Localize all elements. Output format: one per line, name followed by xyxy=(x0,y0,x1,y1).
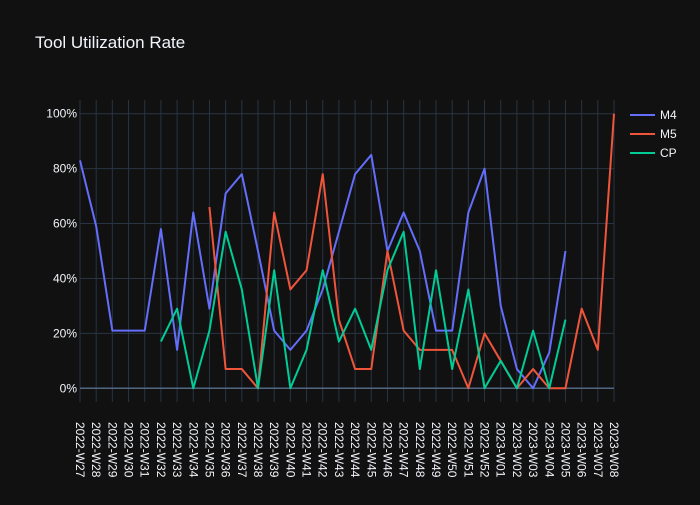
legend[interactable]: M4 M5 CP xyxy=(630,108,677,160)
chart-title: Tool Utilization Rate xyxy=(35,33,186,52)
x-tick-label: 2023-W08 xyxy=(607,422,621,478)
x-tick-label: 2022-W33 xyxy=(170,422,184,478)
x-tick-label: 2022-W38 xyxy=(251,422,265,478)
x-tick-label: 2022-W47 xyxy=(397,422,411,478)
x-tick-label: 2022-W45 xyxy=(364,422,378,478)
legend-label: M4 xyxy=(660,108,677,122)
legend-item-m5[interactable]: M5 xyxy=(630,127,677,141)
series-line-m5[interactable] xyxy=(208,113,615,390)
legend-label: CP xyxy=(660,146,677,160)
x-tick-label: 2022-W31 xyxy=(138,422,152,478)
x-tick-label: 2022-W49 xyxy=(429,422,443,478)
x-tick-label: 2023-W03 xyxy=(526,422,540,478)
x-tick-label: 2022-W27 xyxy=(73,422,87,478)
x-axis: 2022-W27 2022-W28 2022-W29 2022-W30 2022-W31… xyxy=(73,422,621,478)
x-tick-label: 2022-W42 xyxy=(316,422,330,478)
x-tick-label: 2022-W37 xyxy=(235,422,249,478)
x-tick-label: 2022-W43 xyxy=(332,422,346,478)
x-tick-label: 2022-W32 xyxy=(154,422,168,478)
x-tick-label: 2022-W39 xyxy=(267,422,281,478)
y-axis: 0% 20% 40% 60% 80% 100% xyxy=(46,107,77,396)
x-tick-label: 2022-W50 xyxy=(445,422,459,478)
x-tick-label: 2022-W51 xyxy=(461,422,475,478)
x-tick-label: 2022-W40 xyxy=(283,422,297,478)
x-tick-label: 2022-W35 xyxy=(202,422,216,478)
y-tick-label: 80% xyxy=(53,162,77,176)
x-tick-label: 2023-W06 xyxy=(575,422,589,478)
y-tick-label: 60% xyxy=(53,217,77,231)
x-tick-label: 2022-W30 xyxy=(122,422,136,478)
series-line-cp[interactable] xyxy=(160,230,567,390)
x-tick-label: 2023-W05 xyxy=(558,422,572,478)
x-tick-label: 2022-W41 xyxy=(300,422,314,478)
x-tick-label: 2022-W52 xyxy=(478,422,492,478)
x-tick-label: 2022-W48 xyxy=(413,422,427,478)
x-tick-label: 2023-W01 xyxy=(494,422,508,478)
grid-layer xyxy=(79,100,615,402)
legend-item-cp[interactable]: CP xyxy=(630,146,677,160)
y-tick-label: 20% xyxy=(53,326,77,340)
x-tick-label: 2022-W46 xyxy=(380,422,394,478)
series-layer xyxy=(79,113,615,390)
y-tick-label: 40% xyxy=(53,271,77,285)
x-tick-label: 2022-W29 xyxy=(105,422,119,478)
series-line-m4[interactable] xyxy=(79,153,567,390)
x-tick-label: 2023-W04 xyxy=(542,422,556,478)
y-tick-label: 100% xyxy=(46,107,77,121)
x-tick-label: 2022-W34 xyxy=(186,422,200,478)
y-tick-label: 0% xyxy=(60,381,78,395)
x-tick-label: 2023-W07 xyxy=(591,422,605,478)
x-tick-label: 2022-W36 xyxy=(219,422,233,478)
legend-item-m4[interactable]: M4 xyxy=(630,108,677,122)
x-tick-label: 2023-W02 xyxy=(510,422,524,478)
x-tick-label: 2022-W44 xyxy=(348,422,362,478)
legend-label: M5 xyxy=(660,127,677,141)
x-tick-label: 2022-W28 xyxy=(89,422,103,478)
